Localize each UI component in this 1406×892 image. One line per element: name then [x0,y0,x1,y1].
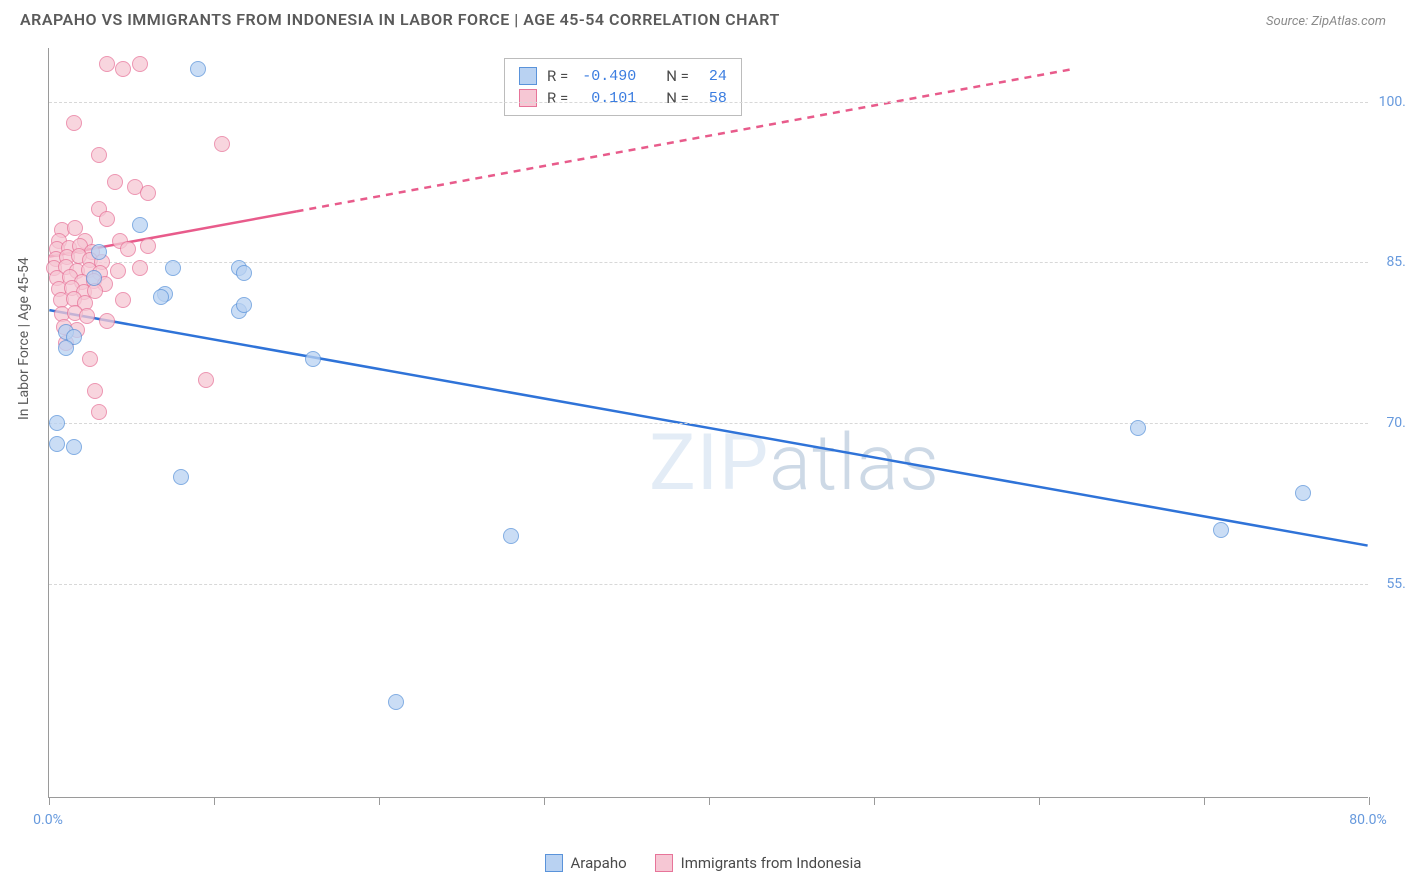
legend-swatch [519,89,537,107]
data-point [91,404,107,420]
data-point [91,244,107,260]
x-tick [379,797,380,805]
x-tick-label: 0.0% [33,812,63,828]
trend-line-solid [49,310,1367,545]
data-point [87,383,103,399]
r-value: 0.101 [578,90,636,107]
x-tick [49,797,50,805]
data-point [1213,522,1229,538]
data-point [153,289,169,305]
legend-label: Immigrants from Indonesia [681,854,862,872]
stats-legend-box: R = -0.490 N = 24 R = 0.101 N = 58 [504,58,742,116]
stats-row: R = -0.490 N = 24 [519,65,727,87]
legend-swatch [545,854,563,872]
data-point [99,313,115,329]
stats-row: R = 0.101 N = 58 [519,87,727,109]
data-point [165,260,181,276]
legend-swatch [655,854,673,872]
data-point [305,351,321,367]
x-tick [544,797,545,805]
title-bar: ARAPAHO VS IMMIGRANTS FROM INDONESIA IN … [0,0,1406,35]
data-point [115,61,131,77]
data-point [140,238,156,254]
data-point [388,694,404,710]
n-label: N = [666,67,689,85]
gridline [49,262,1368,263]
scatter-chart: ZIPatlas R =-0.490N =24R =0.101N =58 55.… [48,48,1368,798]
data-point [66,439,82,455]
x-tick-label: 80.0% [1349,812,1387,828]
data-point [214,136,230,152]
data-point [107,174,123,190]
data-point [49,415,65,431]
data-point [49,436,65,452]
source-label: Source: ZipAtlas.com [1266,14,1386,29]
gridline [49,102,1368,103]
legend-swatch [519,67,537,85]
data-point [140,185,156,201]
data-point [236,265,252,281]
gridline [49,584,1368,585]
data-point [86,270,102,286]
x-tick [874,797,875,805]
data-point [120,241,136,257]
x-tick [1204,797,1205,805]
data-point [132,56,148,72]
data-point [190,61,206,77]
x-tick [214,797,215,805]
y-tick-label: 70.0% [1374,415,1406,431]
data-point [99,211,115,227]
n-label: N = [666,89,689,107]
data-point [236,297,252,313]
legend-item: Arapaho [545,854,627,872]
chart-title: ARAPAHO VS IMMIGRANTS FROM INDONESIA IN … [20,10,780,29]
y-tick-label: 100.0% [1374,94,1406,110]
data-point [132,260,148,276]
data-point [82,351,98,367]
r-label: R = [547,67,568,85]
y-tick-label: 85.0% [1374,254,1406,270]
y-axis-title: In Labor Force | Age 45-54 [16,257,32,420]
x-tick [709,797,710,805]
data-point [198,372,214,388]
data-point [58,340,74,356]
bottom-legend: Arapaho Immigrants from Indonesia [0,854,1406,872]
data-point [110,263,126,279]
n-value: 58 [699,90,727,107]
data-point [79,308,95,324]
data-point [66,115,82,131]
data-point [173,469,189,485]
data-point [99,56,115,72]
data-point [115,292,131,308]
n-value: 24 [699,68,727,85]
gridline [49,423,1368,424]
data-point [1130,420,1146,436]
data-point [503,528,519,544]
data-point [132,217,148,233]
x-tick [1039,797,1040,805]
y-tick-label: 55.0% [1374,576,1406,592]
r-value: -0.490 [578,68,636,85]
data-point [91,147,107,163]
x-tick [1369,797,1370,805]
data-point [1295,485,1311,501]
legend-label: Arapaho [571,854,627,872]
r-label: R = [547,89,568,107]
legend-item: Immigrants from Indonesia [655,854,862,872]
